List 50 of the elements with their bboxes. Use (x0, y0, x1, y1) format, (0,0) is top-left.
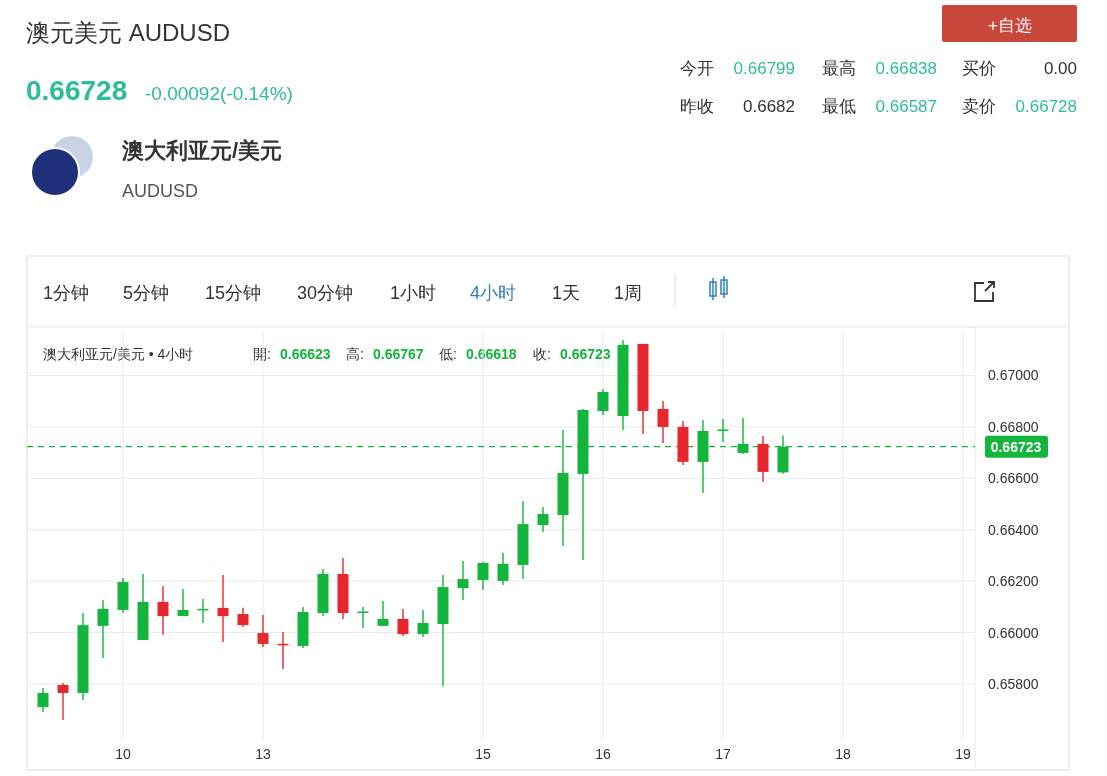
text: 1小时 (390, 283, 437, 303)
y-tick-label: 0.66600 (988, 470, 1039, 487)
text: 30分钟 (297, 283, 354, 303)
x-tick-label: 19 (955, 746, 971, 762)
annotation: 0.66618 (466, 346, 517, 362)
text: 0.66799 (733, 59, 795, 78)
text: 0.66587 (875, 97, 937, 116)
text: 0.66838 (875, 59, 937, 78)
y-tick-label: 0.66200 (988, 573, 1039, 590)
text: 最高 (822, 59, 856, 78)
text: 0.00 (1043, 59, 1077, 78)
text: +自选 (988, 16, 1032, 35)
text: 1分钟 (43, 283, 90, 303)
annotation: 0.66723 (560, 346, 611, 362)
y-tick-label: 0.66400 (988, 521, 1039, 538)
x-tick-label: 18 (835, 746, 851, 762)
annotation: 0.66767 (373, 346, 424, 362)
text: 5分钟 (123, 283, 170, 303)
annotation: 澳大利亚元/美元 • 4小时 (43, 346, 194, 362)
annotation: 高: (346, 346, 364, 362)
annotation: 低: (439, 346, 457, 362)
text: 1周 (614, 283, 643, 303)
x-tick-label: 16 (595, 746, 611, 762)
ref-line-label: 0.66723 (990, 438, 1042, 455)
y-tick-label: 0.67000 (988, 367, 1039, 384)
annotation: 0.66623 (280, 346, 331, 362)
y-tick-label: 0.66800 (988, 418, 1039, 435)
chart-title: 澳元美元 AUDUSD (26, 19, 231, 46)
text: 0.66728 (1015, 97, 1077, 116)
text: 今开 (680, 59, 714, 78)
x-tick-label: 13 (255, 746, 271, 762)
y-tick-label: 0.65800 (988, 675, 1039, 692)
text: 澳大利亚元/美元 (121, 138, 283, 163)
annotation: 收: (533, 346, 551, 362)
text: 买价 (962, 59, 996, 78)
text: 15分钟 (205, 283, 262, 303)
text: 0.6682 (743, 97, 795, 116)
text: 昨收 (680, 97, 714, 116)
text: 4小时 (470, 283, 517, 303)
x-tick-label: 15 (475, 746, 491, 762)
text: 卖价 (962, 97, 996, 116)
x-tick-label: 17 (715, 746, 731, 762)
text: AUDUSD (122, 181, 199, 201)
text: 1天 (552, 283, 581, 303)
text: 0.66728 (26, 75, 128, 106)
annotation: 開: (253, 346, 271, 362)
y-tick-label: 0.66000 (988, 624, 1039, 641)
x-tick-label: 10 (115, 746, 131, 762)
text: 最低 (822, 97, 856, 116)
text: -0.00092(-0.14%) (145, 83, 293, 104)
